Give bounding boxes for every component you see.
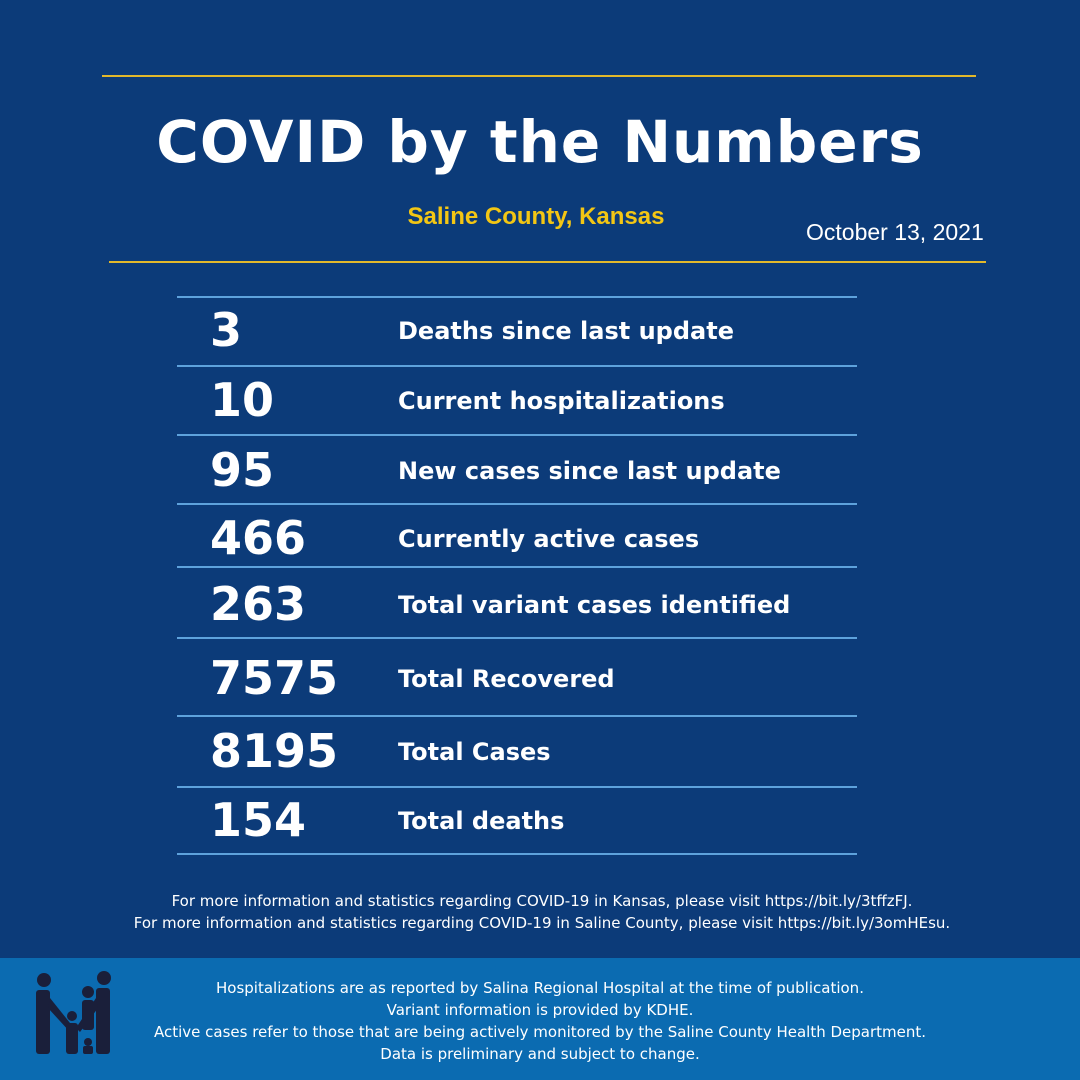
title: COVID by the Numbers bbox=[156, 108, 924, 176]
links: For more information and statistics rega… bbox=[0, 890, 1080, 934]
stat-value: 8195 bbox=[210, 724, 339, 778]
note-line: Variant information is provided by KDHE. bbox=[386, 1001, 694, 1019]
date: October 13, 2021 bbox=[806, 219, 984, 245]
gold-rule bbox=[109, 261, 986, 263]
stat-label: Current hospitalizations bbox=[398, 387, 725, 415]
notes: Hospitalizations are as reported by Sali… bbox=[0, 977, 1080, 1065]
row-separator bbox=[177, 566, 857, 568]
stat-value: 466 bbox=[210, 511, 307, 565]
link-line: For more information and statistics rega… bbox=[171, 892, 913, 910]
row-separator bbox=[177, 434, 857, 436]
note-line: Hospitalizations are as reported by Sali… bbox=[216, 979, 864, 997]
stat-label: Total Cases bbox=[398, 738, 551, 766]
stat-value: 3 bbox=[210, 303, 243, 357]
stat-label: Total Recovered bbox=[398, 665, 615, 693]
note-line: Active cases refer to those that are bei… bbox=[153, 1023, 927, 1041]
link-line: For more information and statistics rega… bbox=[133, 914, 951, 932]
logo bbox=[36, 971, 111, 1054]
footer-band bbox=[0, 958, 1080, 1080]
stat-value: 263 bbox=[210, 577, 307, 631]
row-separator bbox=[177, 637, 857, 639]
stat-value: 154 bbox=[210, 793, 307, 847]
row-separator bbox=[177, 365, 857, 367]
stat-label: Total deaths bbox=[398, 807, 565, 835]
row-separator bbox=[177, 853, 857, 855]
stat-label: New cases since last update bbox=[398, 457, 781, 485]
stat-label: Currently active cases bbox=[398, 525, 700, 553]
stat-value: 95 bbox=[210, 443, 275, 497]
row-separator bbox=[177, 786, 857, 788]
stat-value: 10 bbox=[210, 373, 275, 427]
subtitle: Saline County, Kansas bbox=[407, 203, 665, 230]
stat-label: Deaths since last update bbox=[398, 317, 734, 345]
row-separator bbox=[177, 715, 857, 717]
gold-rule bbox=[102, 75, 976, 77]
row-separator bbox=[177, 503, 857, 505]
row-separator bbox=[177, 296, 857, 298]
stat-label: Total variant cases identified bbox=[398, 591, 791, 619]
stat-value: 7575 bbox=[210, 651, 339, 705]
note-line: Data is preliminary and subject to chang… bbox=[380, 1045, 700, 1063]
